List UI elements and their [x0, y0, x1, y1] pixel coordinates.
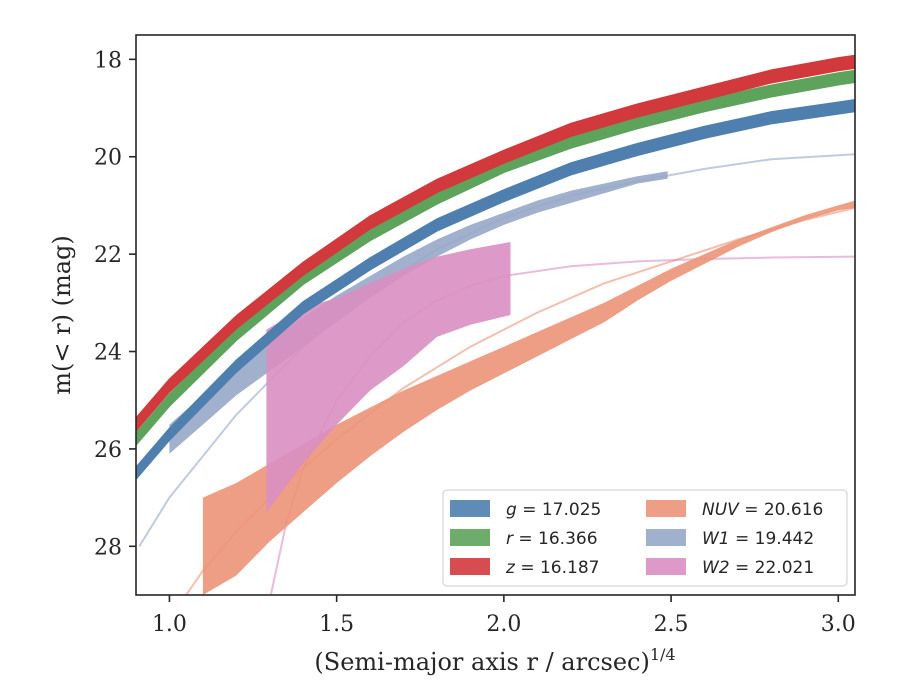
x-tick-label: 2.5 [654, 612, 689, 637]
x-axis-ticks: 1.0 1.5 2.0 2.5 3.0 [152, 595, 856, 637]
legend-swatch [450, 529, 490, 546]
x-axis-label: (Semi-major axis r / arcsec)1/4 [314, 645, 675, 676]
legend-swatch [646, 500, 686, 517]
plot-frame [135, 34, 856, 596]
legend-swatch [450, 558, 490, 575]
y-tick-label: 28 [94, 535, 122, 560]
plot-area [136, 54, 855, 595]
y-tick-label: 22 [94, 243, 122, 268]
legend-label: z = 16.187 [505, 558, 599, 578]
legend-swatch [450, 500, 490, 517]
legend-swatch [646, 529, 686, 546]
y-tick-label: 24 [94, 341, 122, 366]
legend-label: W2 = 22.021 [702, 558, 814, 578]
legend-label: NUV = 20.616 [702, 500, 823, 520]
x-tick-label: 1.0 [152, 612, 187, 637]
band-5 [266, 242, 511, 513]
legend: g = 17.025 r = 16.366 z = 16.187 NUV = 20.6… [442, 489, 848, 587]
legend-label: W1 = 19.442 [702, 529, 814, 549]
x-tick-label: 1.5 [319, 612, 354, 637]
x-tick-label: 3.0 [821, 612, 856, 637]
y-tick-label: 26 [94, 438, 122, 463]
y-tick-label: 18 [94, 48, 122, 73]
curve-0 [136, 99, 855, 481]
y-axis-ticks: 18 20 22 24 26 28 [94, 48, 136, 560]
y-tick-label: 20 [94, 146, 122, 171]
x-tick-label: 2.0 [486, 612, 521, 637]
y-axis-label: m(< r) (mag) [48, 235, 76, 394]
legend-label: r = 16.366 [506, 529, 598, 549]
legend-label: g = 17.025 [506, 500, 601, 520]
curve-2 [136, 54, 855, 433]
legend-frame [442, 489, 848, 587]
legend-swatch [646, 558, 686, 575]
